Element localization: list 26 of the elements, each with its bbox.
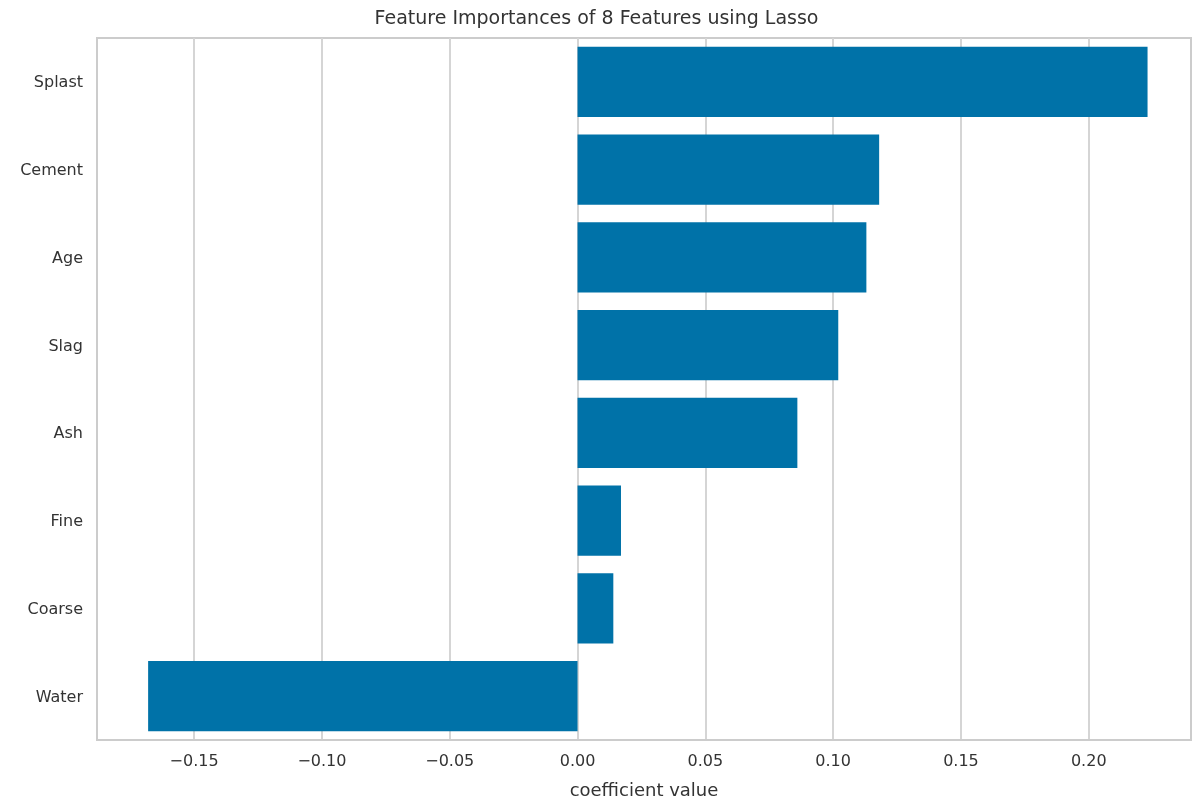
- y-tick-label: Water: [35, 686, 84, 706]
- bar: [148, 661, 578, 732]
- bar: [577, 46, 1148, 117]
- x-tick-label: 0.20: [1070, 750, 1107, 770]
- chart-title: Feature Importances of 8 Features using Lasso: [374, 5, 819, 28]
- bar: [577, 222, 867, 293]
- x-tick-label: 0.05: [687, 750, 724, 770]
- y-tick-label: Fine: [50, 511, 83, 531]
- y-tick-label: Splast: [33, 72, 83, 92]
- x-tick-label: −0.05: [425, 750, 475, 770]
- bar: [577, 134, 880, 205]
- bar: [577, 485, 621, 556]
- x-tick-label: −0.10: [297, 750, 347, 770]
- y-tick-label: Age: [52, 247, 83, 267]
- y-tick-label: Coarse: [27, 598, 83, 618]
- bar: [577, 573, 614, 644]
- bar: [577, 310, 839, 381]
- x-axis-title: coefficient value: [569, 778, 719, 800]
- x-tick-label: −0.15: [169, 750, 219, 770]
- x-tick-label: 0.00: [559, 750, 596, 770]
- y-tick-label: Ash: [53, 423, 83, 443]
- x-tick-label: 0.10: [815, 750, 851, 770]
- y-tick-label: Slag: [48, 335, 83, 355]
- bar: [577, 397, 798, 468]
- x-tick-label: 0.15: [943, 750, 979, 770]
- y-tick-label: Cement: [20, 160, 83, 180]
